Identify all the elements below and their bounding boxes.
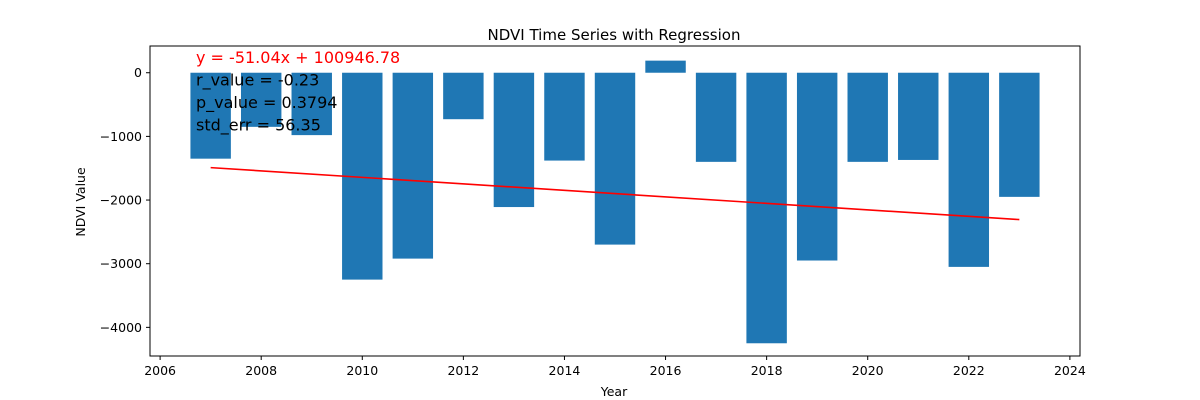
x-tick-label: 2024 xyxy=(1054,363,1086,378)
y-tick-label: −1000 xyxy=(100,129,142,144)
x-tick-label: 2022 xyxy=(953,363,985,378)
y-tick-label: −4000 xyxy=(100,320,142,335)
chart-title: NDVI Time Series with Regression xyxy=(488,26,741,44)
bar-2023 xyxy=(999,72,1040,197)
regression-line xyxy=(210,166,1020,221)
plot-frame xyxy=(149,45,1081,357)
x-tick-label: 2012 xyxy=(447,363,479,378)
x-axis-label: Year xyxy=(600,384,628,399)
x-axis: 2006 2008 2010 2012 2014 2016 2018 2020 2022 2024 xyxy=(144,356,1086,378)
y-tick-label: −2000 xyxy=(100,193,142,208)
bar-2011 xyxy=(392,72,434,259)
bar-2022 xyxy=(948,72,990,267)
annotations: y = -51.04x + 100946.78 r_value = -0.23p_… xyxy=(196,48,400,136)
bar-2012 xyxy=(443,72,484,120)
bar-2015 xyxy=(594,72,636,245)
bar-2007 xyxy=(190,72,231,159)
y-axis: 0 −1000 −2000 −3000 −4000 xyxy=(100,65,150,335)
bar-2016 xyxy=(645,60,686,73)
bar-2017 xyxy=(695,72,737,162)
x-tick-label: 2008 xyxy=(245,363,277,378)
annotation-1: r_value = -0.23 xyxy=(196,71,319,91)
x-tick-label: 2014 xyxy=(549,363,581,378)
x-tick-label: 2006 xyxy=(144,363,176,378)
x-tick-label: 2020 xyxy=(852,363,884,378)
plot-area xyxy=(190,60,1040,344)
x-tick-label: 2010 xyxy=(346,363,378,378)
x-tick-label: 2016 xyxy=(650,363,682,378)
annotation-0: y = -51.04x + 100946.78 xyxy=(196,48,400,67)
bar-2014 xyxy=(544,72,585,161)
x-tick-label: 2018 xyxy=(751,363,783,378)
bar-2018 xyxy=(746,72,787,344)
bar-2019 xyxy=(796,72,838,261)
annotation-2: p_value = 0.3794 xyxy=(196,93,337,113)
y-axis-label: NDVI Value xyxy=(73,167,88,237)
bar-2021 xyxy=(898,72,939,160)
bar-2013 xyxy=(493,72,535,208)
bar-2008 xyxy=(240,72,282,127)
bar-2020 xyxy=(847,72,888,162)
y-tick-label: −3000 xyxy=(100,256,142,271)
annotation-3: std_err = 56.35 xyxy=(196,116,321,136)
bar-2009 xyxy=(291,72,332,136)
y-tick-label: 0 xyxy=(134,65,142,80)
